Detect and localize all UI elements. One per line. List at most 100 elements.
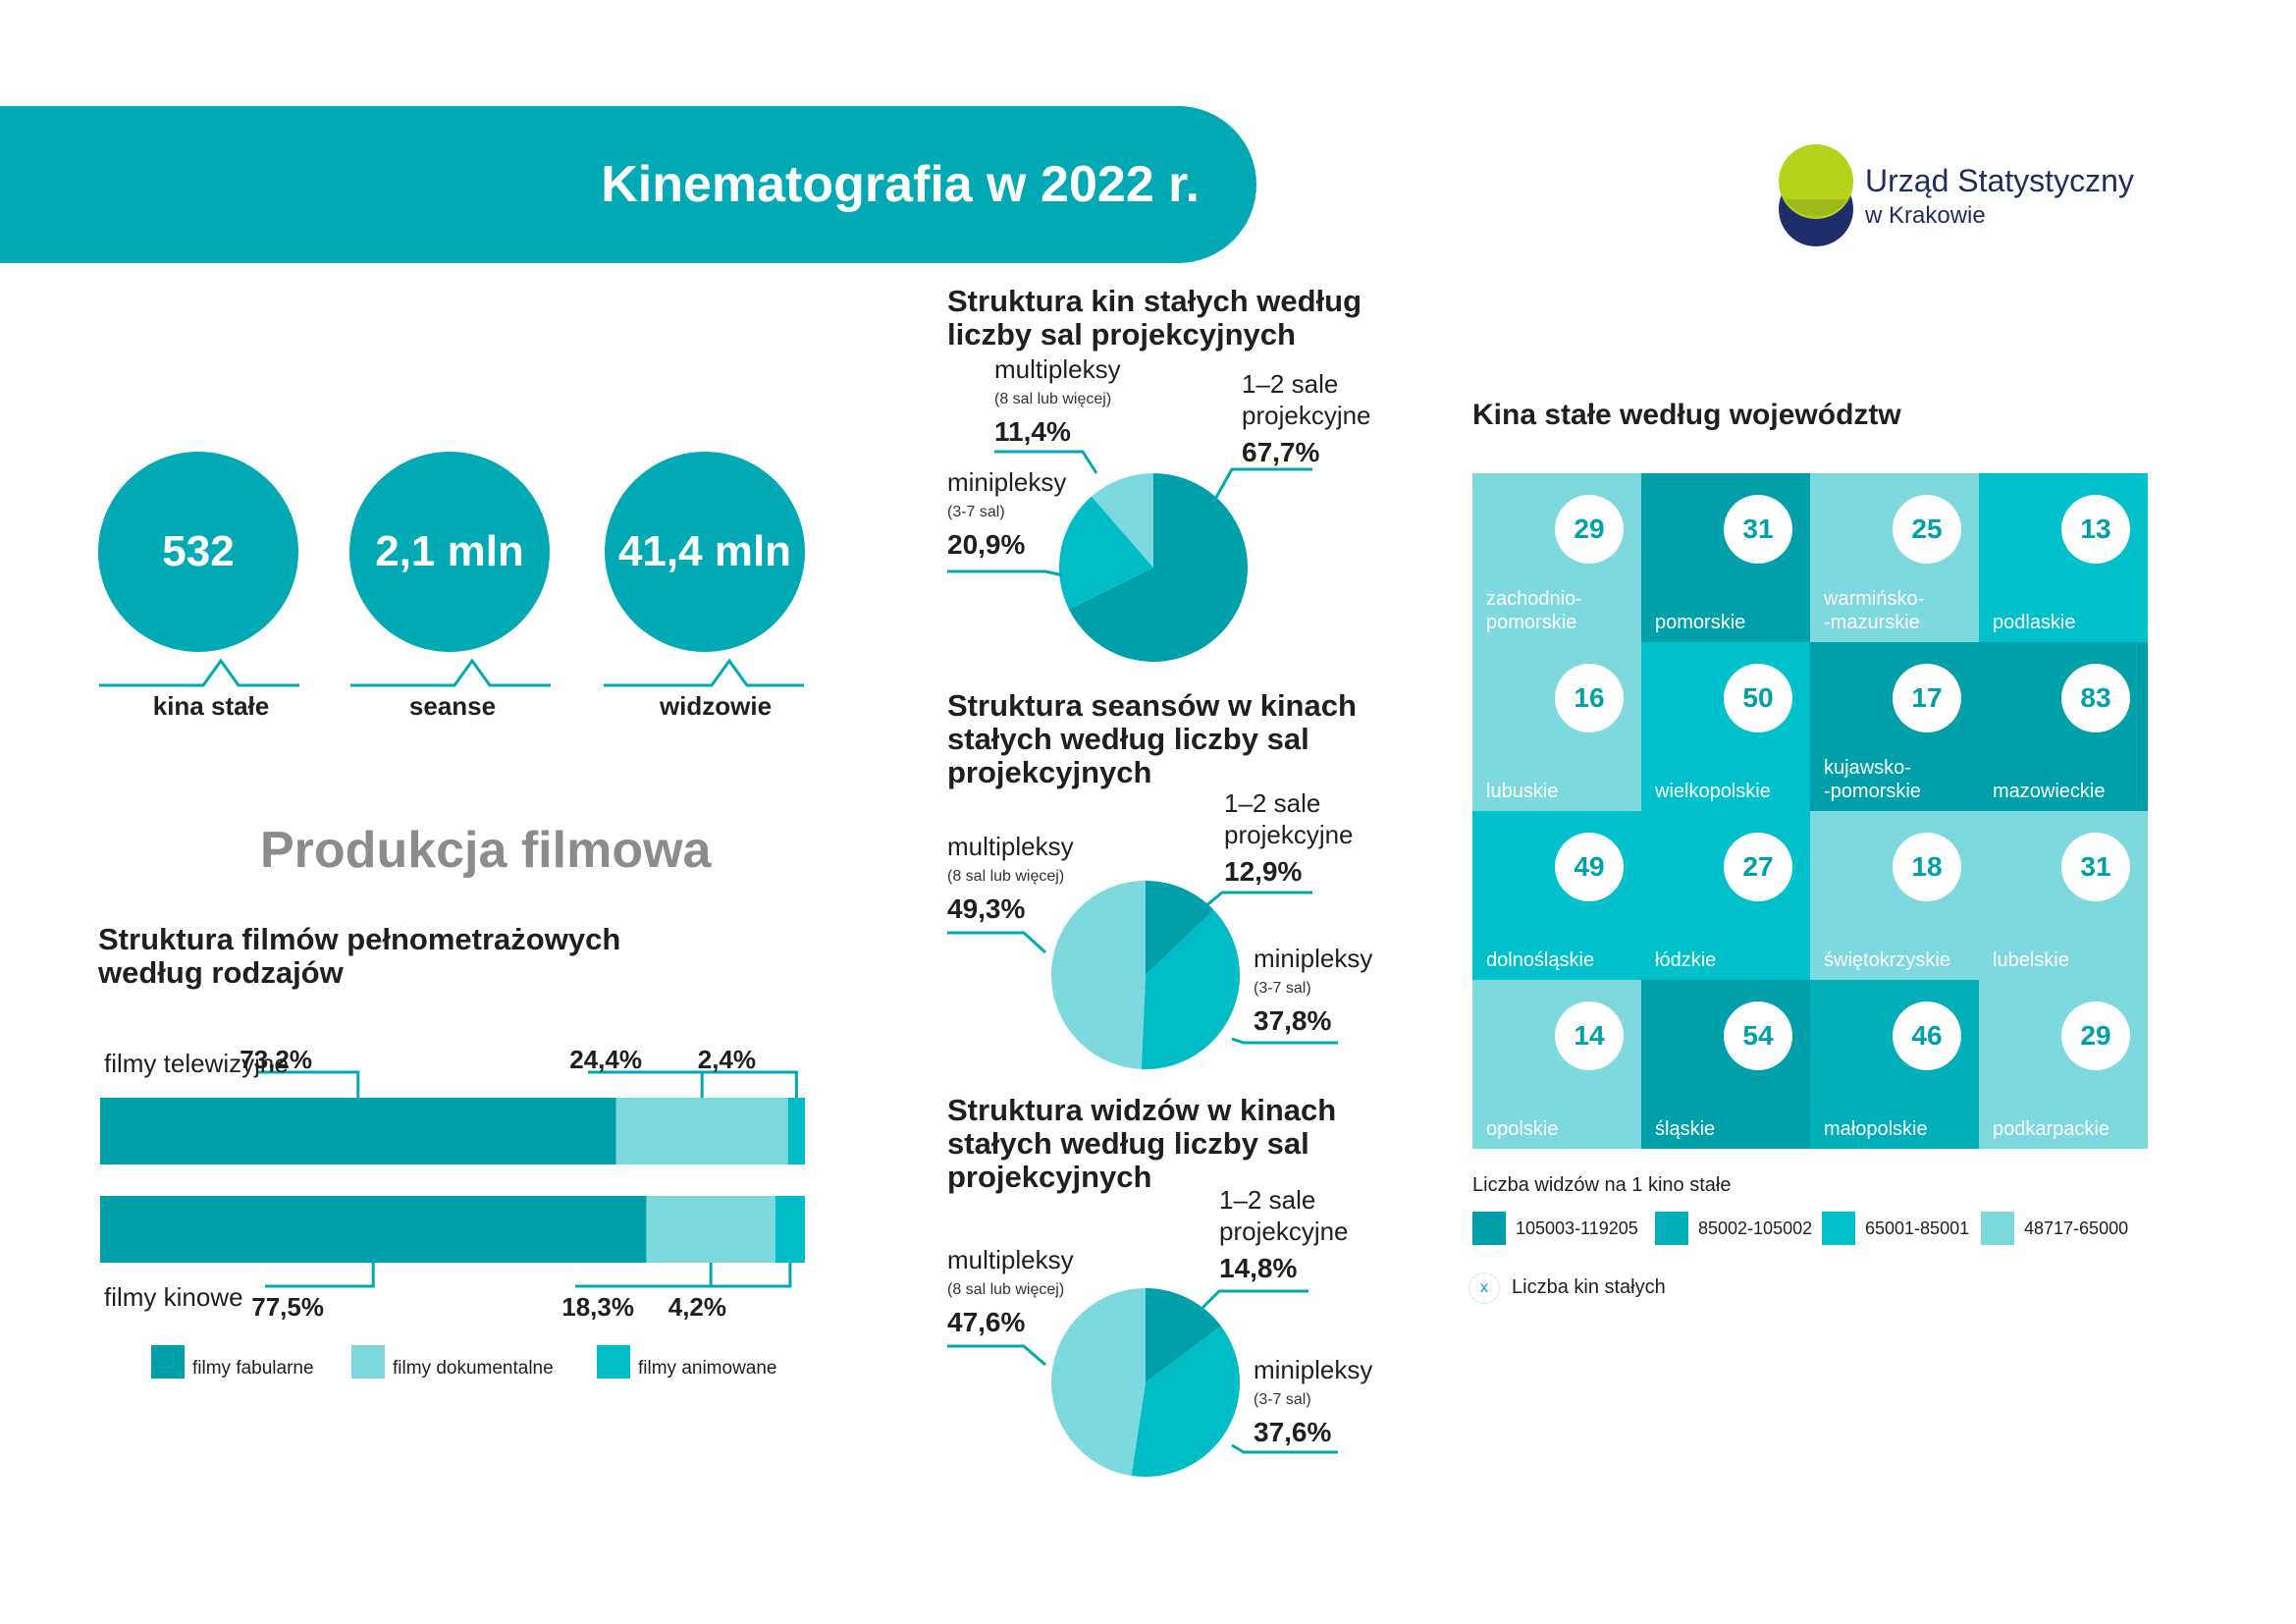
- leader-line: [702, 1070, 798, 1098]
- slice-name: minipleksy: [1254, 1355, 1372, 1384]
- films-chart-title: Struktura filmów pełnometrażowych według…: [98, 922, 621, 990]
- slice-name: minipleksy: [947, 467, 1066, 497]
- tile-cinema-count: 18: [1893, 833, 1961, 901]
- header-banner: Kinematografia w 2022 r.: [0, 106, 1256, 263]
- tile-voivodeship-name: śląskie: [1655, 1118, 1716, 1140]
- bar-segment: [100, 1196, 647, 1263]
- tile-voivodeship-name: lubuskie: [1486, 781, 1559, 802]
- map-legend-swatch: [1655, 1212, 1688, 1245]
- tile-cinema-count: 16: [1555, 664, 1624, 732]
- slice-note: (3-7 sal): [1254, 980, 1311, 997]
- tile-voivodeship-name: małopolskie: [1824, 1118, 1928, 1140]
- pie-slice: [1059, 496, 1153, 610]
- voivodeship-tile: 13 podlaskie: [1979, 473, 2148, 642]
- tile-voivodeship-name: podlaskie: [1993, 612, 2076, 633]
- legend-label: filmy animowane: [638, 1358, 777, 1379]
- slice-value: 37,8%: [1254, 1005, 1331, 1036]
- kpi-screenings-label: seanse: [408, 691, 497, 721]
- tile-voivodeship-name: opolskie: [1486, 1118, 1559, 1140]
- pie-slice: [1131, 1326, 1240, 1477]
- slice-name: 1–2 sale: [1224, 788, 1320, 818]
- kpi-screenings: 2,1 mln: [349, 452, 550, 652]
- leader-line: [1231, 1443, 1338, 1454]
- slice-value: 12,9%: [1224, 856, 1302, 887]
- leader-line: [947, 931, 1047, 954]
- tile-cinema-count: 29: [1555, 495, 1624, 564]
- pie2-title: Struktura seansów w kinach stałych wedłu…: [947, 688, 1357, 789]
- voivodeship-tile: 50 wielkopolskie: [1641, 642, 1810, 811]
- leader-line: [265, 1263, 375, 1288]
- kpi-cinemas: 532: [98, 452, 298, 652]
- leader-line: [947, 569, 1064, 577]
- logo-line2: w Krakowie: [1865, 202, 1986, 229]
- production-heading: Produkcja filmowa: [260, 822, 712, 879]
- voivodeship-tile: 29 zachodnio- pomorskie: [1472, 473, 1641, 642]
- pie-slice: [1068, 473, 1248, 662]
- slice-name: projekcyjne: [1242, 401, 1371, 430]
- leader-line: [1212, 467, 1312, 502]
- tile-voivodeship-name: zachodnio- pomorskie: [1486, 588, 1582, 633]
- logo-text: Urząd Statystyczny w Krakowie: [1865, 163, 2134, 234]
- voivodeship-tile: 83 mazowieckie: [1979, 642, 2148, 811]
- legend-label: filmy dokumentalne: [393, 1358, 554, 1379]
- leader-line: [667, 1263, 792, 1288]
- voivodeship-tile: 18 świętokrzyskie: [1810, 811, 1979, 980]
- films-stacked-bar-chart: 73,2% 24,4% 2,4% filmy telewizyjne 77,5% 18,3…: [100, 1045, 805, 1379]
- kpi-viewers-label: widzowie: [659, 691, 773, 721]
- category-label: filmy kinowe: [104, 1282, 243, 1312]
- slice-value: 20,9%: [947, 529, 1025, 560]
- leader-line: [588, 1070, 704, 1098]
- category-label: filmy telewizyjne: [104, 1049, 289, 1078]
- bar-segment: [615, 1098, 788, 1164]
- voivodeship-tile: 27 łódzkie: [1641, 811, 1810, 980]
- tile-cinema-count: 14: [1555, 1001, 1624, 1070]
- kpi-screenings-value: 2,1 mln: [349, 452, 550, 652]
- pie-slice: [1146, 1288, 1221, 1382]
- slice-value: 37,6%: [1254, 1417, 1331, 1447]
- slice-name: multipleksy: [994, 354, 1121, 384]
- leader-line: [947, 1344, 1046, 1367]
- page-title: Kinematografia w 2022 r.: [601, 156, 1200, 213]
- kpi-viewers-value: 41,4 mln: [605, 452, 805, 652]
- map-title: Kina stałe według województw: [1472, 399, 1901, 431]
- legend-label: filmy fabularne: [192, 1358, 314, 1379]
- tile-cinema-count: 31: [2061, 833, 2130, 901]
- slice-value: 14,8%: [1219, 1253, 1297, 1283]
- data-label: 4,2%: [668, 1292, 726, 1322]
- data-label: 2,4%: [698, 1045, 756, 1074]
- tile-voivodeship-name: kujawsko- -pomorskie: [1824, 757, 1921, 802]
- leader-line: [1201, 1289, 1308, 1310]
- voivodeship-tile: 16 lubuskie: [1472, 642, 1641, 811]
- tile-cinema-count: 25: [1893, 495, 1961, 564]
- pie-slice: [1146, 881, 1214, 975]
- voivodeship-tile-map: 29 zachodnio- pomorskie 31 pomorskie 25 warmi…: [1472, 473, 2150, 1151]
- slice-value: 11,4%: [994, 416, 1071, 447]
- map-legend: 105003-119205 85002-105002 65001-85001 4871…: [1472, 1212, 2160, 1251]
- tile-voivodeship-name: świętokrzyskie: [1824, 949, 1950, 971]
- tile-voivodeship-name: lubelskie: [1993, 949, 2069, 971]
- slice-note: (3-7 sal): [1254, 1391, 1311, 1408]
- tile-voivodeship-name: podkarpackie: [1993, 1118, 2109, 1140]
- pie-slice: [1141, 909, 1240, 1069]
- pie-slice: [1051, 1288, 1146, 1476]
- map-legend-range: 48717-65000: [2024, 1218, 2129, 1238]
- slice-note: (3-7 sal): [947, 504, 1005, 520]
- logo: [1777, 142, 1855, 255]
- tile-cinema-count: 49: [1555, 833, 1624, 901]
- slice-note: (8 sal lub więcej): [947, 868, 1064, 885]
- voivodeship-tile: 17 kujawsko- -pomorskie: [1810, 642, 1979, 811]
- leader-line: [258, 1070, 360, 1098]
- pie-slice: [1091, 473, 1153, 568]
- data-label: 77,5%: [251, 1292, 324, 1322]
- slice-name: projekcyjne: [1219, 1217, 1349, 1246]
- tile-voivodeship-name: mazowieckie: [1993, 781, 2106, 802]
- map-legend-title: Liczba widzów na 1 kino stałe: [1472, 1174, 1732, 1196]
- pie1-title: Struktura kin stałych według liczby sal …: [947, 284, 1362, 352]
- logo-line1: Urząd Statystyczny: [1865, 163, 2134, 198]
- slice-note: (8 sal lub więcej): [947, 1281, 1064, 1298]
- data-label: 24,4%: [569, 1045, 642, 1074]
- tile-cinema-count: 50: [1724, 664, 1792, 732]
- slice-value: 67,7%: [1242, 437, 1319, 467]
